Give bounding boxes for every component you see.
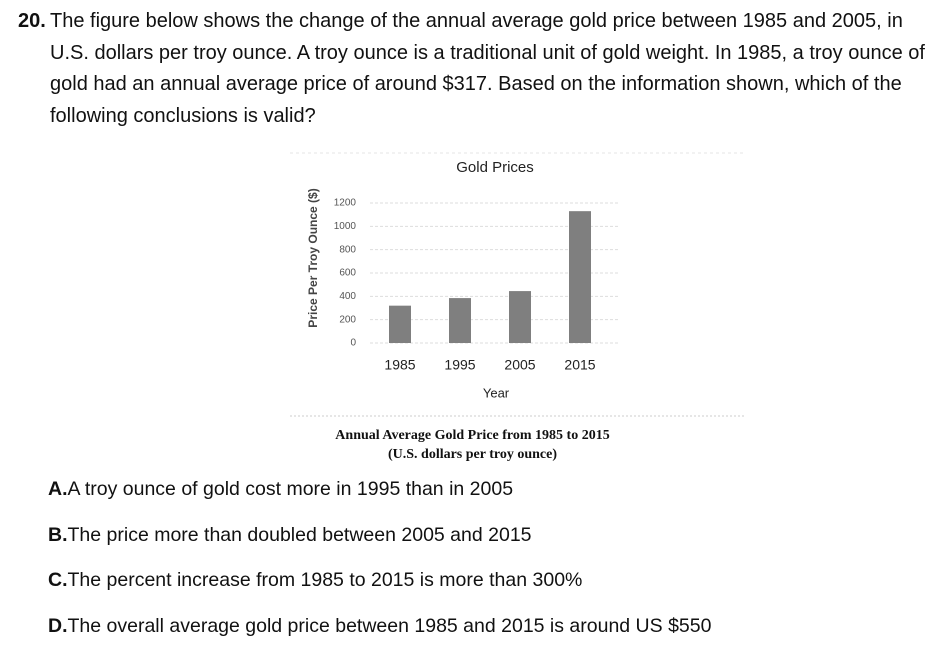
y-tick-label: 800 [339,244,356,255]
chart: Gold Prices Price Per Troy Ounce ($) Yea… [290,152,745,417]
option[interactable]: B.The price more than doubled between 20… [48,524,532,547]
option[interactable]: D.The overall average gold price between… [48,615,711,638]
question-number: 20. [18,10,46,32]
option-text: The price more than doubled between 2005… [67,523,532,546]
x-axis-label: Year [483,385,510,400]
y-tick-label: 1200 [334,198,357,209]
question-text: The figure below shows the change of the… [50,10,925,127]
question: 20. The figure below shows the change of… [18,6,933,132]
x-tick-label: 2015 [564,357,595,373]
y-tick-label: 1000 [334,221,357,232]
option[interactable]: A.A troy ounce of gold cost more in 1995… [48,478,513,501]
option-text: The overall average gold price between 1… [67,614,712,637]
caption-line: (U.S. dollars per troy ounce) [387,447,558,462]
bar [449,298,471,343]
caption-line: Annual Average Gold Price from 1985 to 2… [335,428,610,443]
bar [509,291,531,343]
option-label: B. [48,523,68,546]
bar [389,305,411,343]
option-label: D. [48,614,68,637]
y-tick-label: 0 [350,338,356,349]
y-axis-label: Price Per Troy Ounce ($) [306,188,320,327]
x-tick-label: 2005 [504,357,535,373]
option-label: C. [48,569,68,591]
y-tick-label: 200 [339,314,356,325]
option-text: The percent increase from 1985 to 2015 i… [67,569,583,591]
x-tick-label: 1995 [444,357,475,373]
y-tick-label: 400 [339,291,356,302]
x-tick-label: 1985 [384,357,415,373]
option-text: A troy ounce of gold cost more in 1995 t… [67,478,514,500]
y-tick-label: 600 [339,268,356,279]
chart-title: Gold Prices [456,159,534,176]
option[interactable]: C.The percent increase from 1985 to 2015… [48,569,582,592]
bar [569,211,591,343]
option-label: A. [48,478,68,500]
